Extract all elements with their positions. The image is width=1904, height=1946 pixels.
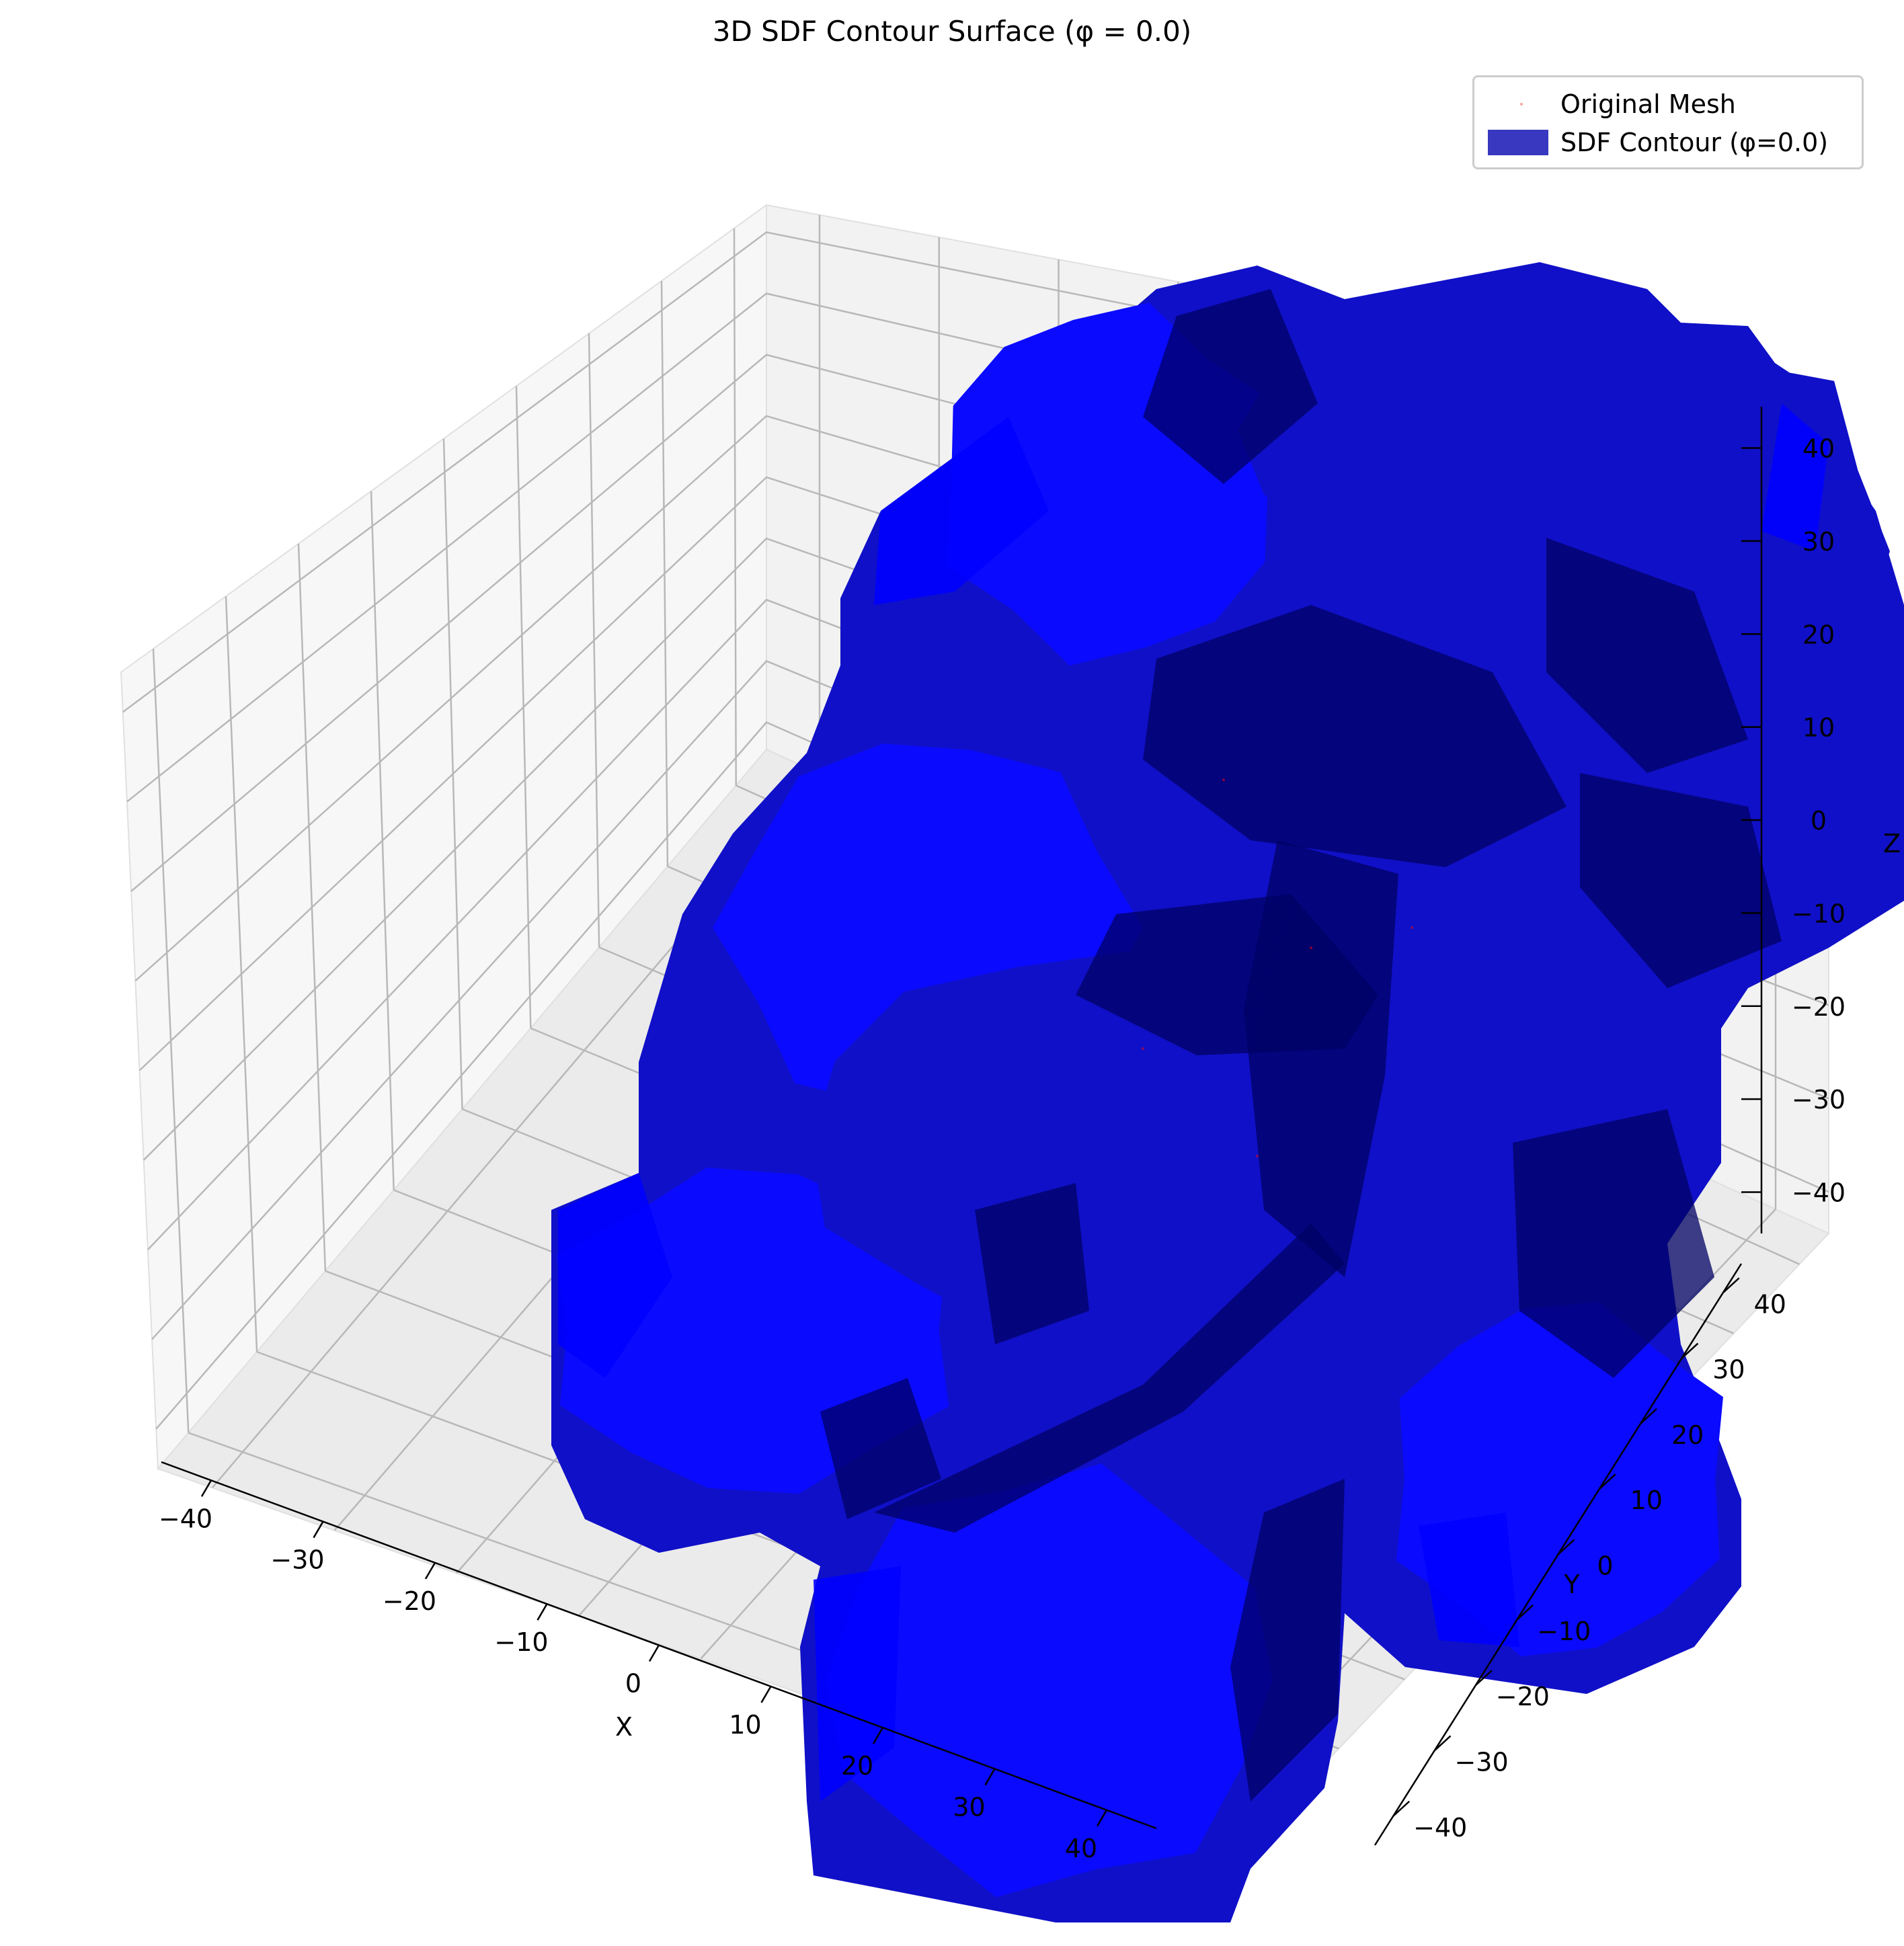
legend-entry-sdf-contour: SDF Contour (φ=0.0) bbox=[1474, 126, 1828, 159]
surface-lobe bbox=[826, 1463, 1273, 1898]
y-axis-tick-label: −30 bbox=[1454, 1747, 1508, 1777]
z-axis-tick-label: 10 bbox=[1802, 713, 1835, 743]
mesh-point bbox=[1411, 926, 1413, 929]
surface-shadow-facet bbox=[1546, 538, 1748, 773]
x-axis-tick bbox=[872, 1727, 884, 1744]
x-axis-tick bbox=[537, 1603, 548, 1621]
surface-highlight-facet bbox=[874, 417, 1049, 605]
x-axis-tick-label: 40 bbox=[1065, 1834, 1097, 1863]
grid-line-x bbox=[733, 228, 737, 786]
surface-shadow-facet bbox=[1244, 840, 1398, 1277]
mesh-point bbox=[1310, 946, 1312, 949]
y-axis-tick-label: −10 bbox=[1537, 1617, 1591, 1646]
x-axis-tick-label: −30 bbox=[270, 1545, 324, 1575]
z-axis-tick-label: −10 bbox=[1792, 899, 1846, 928]
surface-highlight-facet bbox=[814, 1566, 901, 1801]
chart-title: 3D SDF Contour Surface (φ = 0.0) bbox=[712, 15, 1192, 48]
x-axis-tick-label: 0 bbox=[625, 1669, 641, 1699]
z-axis-tick-label: −40 bbox=[1792, 1178, 1846, 1208]
x-axis-tick-label: 10 bbox=[729, 1710, 761, 1740]
surface-shadow-facet bbox=[975, 1183, 1089, 1344]
grid-line-x bbox=[588, 333, 600, 948]
y-axis-tick-label: 30 bbox=[1712, 1355, 1745, 1385]
z-axis-tick-label: 0 bbox=[1811, 806, 1827, 836]
y-axis-tick bbox=[1598, 1473, 1616, 1490]
surface-shadow-facet bbox=[1230, 1479, 1345, 1801]
surface-shadow-facet bbox=[1513, 1109, 1714, 1378]
y-axis-tick bbox=[1557, 1539, 1575, 1555]
y-axis-tick bbox=[1475, 1670, 1493, 1687]
y-axis-tick-label: −40 bbox=[1413, 1813, 1467, 1842]
surface-highlight-facet bbox=[1419, 1512, 1519, 1647]
x-axis-tick-label: −10 bbox=[494, 1627, 548, 1657]
x-axis-label: X bbox=[615, 1712, 633, 1742]
y-axis-tick bbox=[1392, 1800, 1411, 1817]
y-axis-tick-label: −20 bbox=[1496, 1682, 1550, 1711]
z-axis-tick-label: 20 bbox=[1802, 620, 1835, 649]
grid-line-x bbox=[515, 386, 532, 1028]
y-axis-tick bbox=[1640, 1408, 1657, 1424]
surface-shadow-facet bbox=[1143, 605, 1566, 867]
y-axis-tick bbox=[1681, 1342, 1699, 1359]
surface-highlight-facet bbox=[1761, 403, 1829, 551]
legend: Original Mesh SDF Contour (φ=0.0) bbox=[1472, 75, 1864, 169]
surface-shadow-facet bbox=[1143, 289, 1318, 484]
y-axis-tick-label: 0 bbox=[1597, 1551, 1613, 1581]
sdf-contour-surface bbox=[551, 262, 1904, 1922]
z-axis-tick-label: −30 bbox=[1792, 1085, 1846, 1114]
legend-marker-patch bbox=[1488, 130, 1548, 155]
x-axis-tick-label: −40 bbox=[159, 1504, 212, 1533]
y-axis-tick-label: 20 bbox=[1671, 1420, 1704, 1450]
x-axis-tick-label: −20 bbox=[383, 1586, 436, 1616]
x-axis-tick bbox=[648, 1644, 660, 1662]
grid-line-x bbox=[660, 280, 669, 866]
y-axis-tick bbox=[1516, 1604, 1534, 1621]
legend-entry-original-mesh: Original Mesh bbox=[1474, 87, 1736, 121]
y-axis-tick bbox=[1433, 1735, 1452, 1752]
legend-label: Original Mesh bbox=[1560, 89, 1736, 119]
x-axis-tick bbox=[200, 1479, 212, 1497]
mesh-point bbox=[1222, 778, 1225, 781]
x-axis-tick bbox=[760, 1686, 772, 1703]
y-axis-tick-label: 40 bbox=[1754, 1289, 1786, 1319]
mesh-point bbox=[1256, 1155, 1259, 1158]
y-axis-label: Y bbox=[1563, 1570, 1580, 1599]
y-axis-tick bbox=[1722, 1277, 1740, 1294]
surface-shadow-facet bbox=[1580, 773, 1782, 988]
z-axis-tick-label: −20 bbox=[1792, 992, 1846, 1022]
x-axis-tick bbox=[313, 1521, 324, 1539]
axis-labels: X Y Z bbox=[615, 829, 1901, 1742]
surface-shadow-facet bbox=[820, 1378, 941, 1519]
x-axis-tick-label: 30 bbox=[953, 1792, 985, 1822]
mesh-point bbox=[1142, 1047, 1144, 1050]
surface-lobe bbox=[1238, 278, 1654, 583]
y-axis-tick-label: 10 bbox=[1630, 1486, 1663, 1515]
original-mesh-points bbox=[1142, 778, 1413, 1158]
z-axis-label: Z bbox=[1883, 829, 1901, 858]
surface-highlight-facet bbox=[558, 1173, 672, 1378]
x-axis-tick-label: 20 bbox=[841, 1751, 873, 1781]
legend-label: SDF Contour (φ=0.0) bbox=[1560, 128, 1829, 157]
axis-lines bbox=[161, 407, 1763, 1846]
z-axis-tick-label: 40 bbox=[1802, 434, 1835, 464]
x-axis-tick bbox=[424, 1562, 436, 1580]
tick-labels: −40 −30 −20 −10 0 10 20 30 40 −40 −30 −20 −10 0 10 20 30… bbox=[159, 434, 1846, 1863]
surface-shadow-facet bbox=[874, 1223, 1345, 1533]
x-axis-tick bbox=[984, 1768, 996, 1786]
x-axis-tick bbox=[1096, 1810, 1108, 1827]
legend-marker-point bbox=[1520, 103, 1523, 106]
z-axis-tick-label: 30 bbox=[1802, 527, 1835, 557]
